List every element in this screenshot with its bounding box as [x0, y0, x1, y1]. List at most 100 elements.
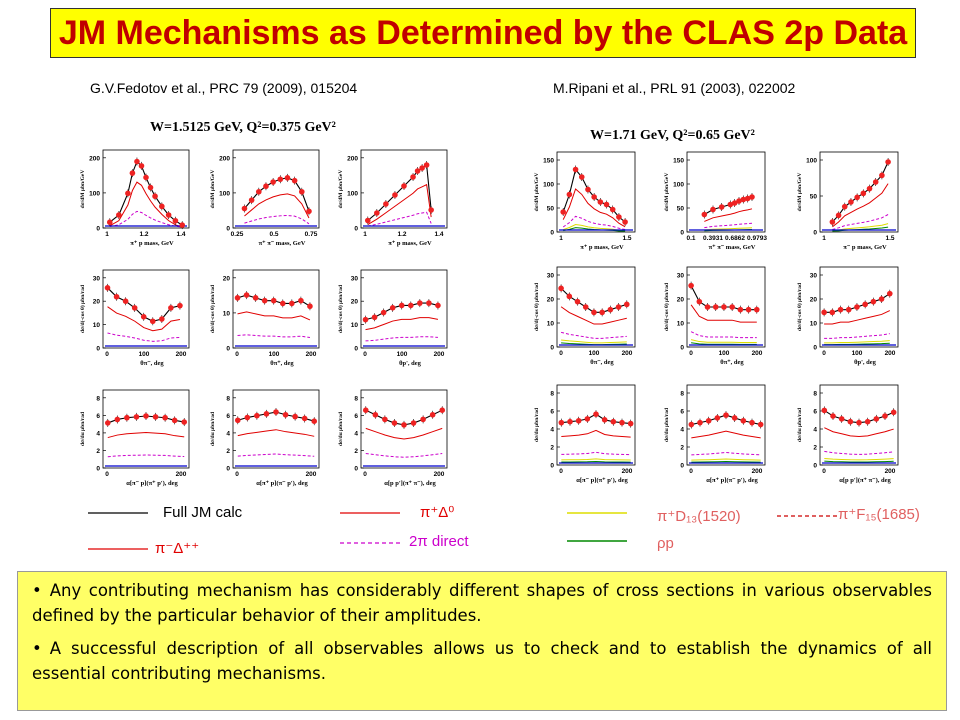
y-tick-label: 4 [680, 427, 684, 434]
x-tick-label: 1.2 [139, 231, 148, 238]
y-tick-label: 30 [810, 273, 818, 280]
subplot-frame [556, 266, 636, 348]
pi-d13-curve [691, 458, 761, 461]
data-point [270, 179, 276, 185]
data-point [299, 188, 305, 195]
pi-minus-delta-curve [561, 429, 631, 438]
x-tick-label: 1.5 [885, 235, 894, 242]
y-tick-label: 8 [226, 395, 230, 402]
data-point [866, 185, 873, 192]
y-tick-label: 0 [550, 463, 554, 470]
subplot-frame [232, 149, 320, 229]
data-point [575, 417, 582, 424]
data-point [597, 199, 604, 205]
data-point [830, 413, 836, 419]
y-tick-label: 50 [677, 206, 685, 213]
data-point [382, 416, 388, 423]
y-tick-label: 10 [223, 310, 231, 317]
data-point [835, 212, 842, 219]
data-point [578, 174, 585, 180]
data-point [149, 318, 156, 325]
data-point [749, 419, 755, 426]
data-point [696, 298, 703, 305]
y-tick-label: 2 [813, 445, 817, 452]
y-tick-label: 100 [673, 182, 684, 189]
data-point [878, 296, 885, 302]
data-point [829, 309, 836, 316]
subplot-1-3: 0 10 20 30 0 100 200 θπ⁻, deg dσ/d(-cos θ) μbn/r… [533, 266, 636, 366]
data-point [306, 208, 312, 215]
data-point [721, 304, 727, 310]
x-axis-label: α[p p'](π⁺ π⁻), deg [839, 477, 891, 484]
data-point [143, 174, 149, 181]
x-tick-label: 200 [885, 350, 896, 357]
two-pi-direct-curve [109, 210, 183, 228]
data-point [159, 203, 165, 210]
x-tick-label: 1 [105, 231, 109, 238]
y-tick-label: 10 [677, 321, 685, 328]
subplot-0-1: 0 100 200 0.25 0.5 0.75 π⁺ π⁻ mass, GeV dσ/dM μ… [210, 149, 320, 247]
data-point [410, 174, 416, 180]
x-tick-label: 200 [306, 351, 317, 358]
y-tick-label: 0 [354, 226, 358, 233]
y-tick-label: 2 [96, 448, 100, 455]
y-tick-label: 150 [543, 158, 554, 165]
subplot-frame [819, 266, 899, 348]
y-tick-label: 20 [351, 299, 359, 306]
subplot-frame [686, 384, 766, 466]
data-point [615, 304, 622, 310]
data-point [837, 306, 844, 313]
data-point [879, 172, 885, 179]
data-point [841, 203, 848, 210]
legend-pi-d13: π⁺D₁₃(1520) [657, 508, 741, 525]
x-tick-label: 1.4 [176, 231, 185, 238]
data-point [298, 297, 304, 304]
data-point [410, 420, 417, 426]
y-axis-label: dσ/d(-cos θ) μbn/rad [533, 283, 540, 331]
y-tick-label: 30 [93, 275, 101, 282]
data-point [705, 417, 712, 424]
data-point [125, 190, 131, 197]
data-point [168, 305, 174, 311]
data-point [572, 166, 579, 173]
y-axis-label: dσ/d(-cos θ) μbn/rad [796, 283, 803, 331]
data-point [829, 219, 836, 225]
data-point [610, 418, 617, 425]
y-tick-label: 200 [219, 155, 230, 162]
y-tick-label: 100 [219, 190, 230, 197]
x-tick-label: 100 [269, 351, 280, 358]
data-point [177, 302, 183, 309]
data-point [428, 207, 434, 213]
subplot-frame [556, 151, 636, 233]
bullet-2: A successful description of all observab… [32, 636, 932, 686]
data-point [723, 412, 729, 418]
y-tick-label: 8 [680, 391, 684, 398]
y-tick-label: 0 [226, 226, 230, 233]
data-point [279, 300, 286, 307]
x-axis-label: θp', deg [854, 359, 877, 366]
data-point [372, 411, 379, 418]
data-point [234, 295, 241, 301]
data-point [407, 302, 414, 309]
x-tick-label: 200 [885, 468, 896, 475]
pi-d13-curve [561, 339, 627, 344]
data-point [714, 415, 721, 421]
y-tick-label: 0 [813, 230, 817, 237]
data-point [701, 211, 708, 218]
data-point [718, 204, 725, 210]
y-tick-label: 2 [680, 445, 684, 452]
data-point [401, 183, 407, 189]
data-point [291, 177, 298, 184]
data-point [248, 197, 255, 203]
data-point [389, 305, 396, 311]
y-tick-label: 4 [813, 427, 817, 434]
data-point [744, 195, 751, 202]
y-tick-label: 30 [677, 273, 685, 280]
subplot-0-6: 0 2 4 6 8 0 200 α[π⁻ p](π⁺ p'), deg dσ/dα μbn/ra… [80, 389, 190, 487]
subplot-frame [102, 269, 190, 349]
data-point [277, 176, 284, 183]
y-tick-label: 20 [677, 297, 685, 304]
y-tick-label: 200 [89, 155, 100, 162]
x-tick-label: 200 [176, 351, 187, 358]
rho-p-curve [824, 460, 894, 463]
